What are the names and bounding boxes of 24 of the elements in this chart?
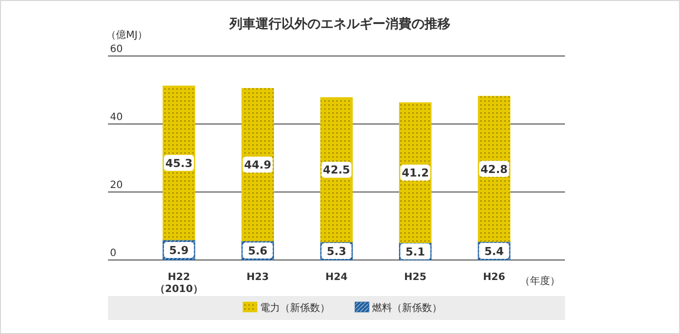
x-tick-label: H25: [404, 272, 426, 283]
x-axis-title: （年度）: [520, 275, 560, 287]
data-label: 42.5: [322, 164, 350, 177]
data-label: 5.6: [248, 244, 268, 258]
data-label: 41.2: [402, 166, 429, 180]
x-tick-label: H22 （2010）: [154, 272, 203, 295]
data-label: 5.3: [326, 244, 346, 258]
chart-title: 列車運行以外のエネルギー消費の推移: [228, 17, 450, 32]
y-tick-label: 60: [110, 44, 123, 55]
legend-label: 燃料（新係数）: [372, 302, 442, 314]
data-label: 5.4: [484, 244, 504, 258]
y-tick-label: 0: [110, 248, 116, 259]
data-label: 45.3: [165, 156, 192, 170]
y-axis-title: （億MJ）: [106, 29, 148, 41]
data-label: 44.9: [244, 158, 272, 172]
data-label: 5.1: [406, 245, 426, 258]
x-tick-label: H26: [482, 272, 506, 283]
y-tick-label: 40: [110, 112, 123, 123]
x-tick-label: H23: [246, 272, 269, 283]
data-label: 5.9: [169, 244, 189, 257]
legend-label: 電力（新係数）: [260, 302, 330, 314]
data-label: 42.8: [480, 162, 508, 176]
x-tick-label: H24: [325, 272, 348, 283]
y-tick-label: 20: [110, 180, 123, 191]
